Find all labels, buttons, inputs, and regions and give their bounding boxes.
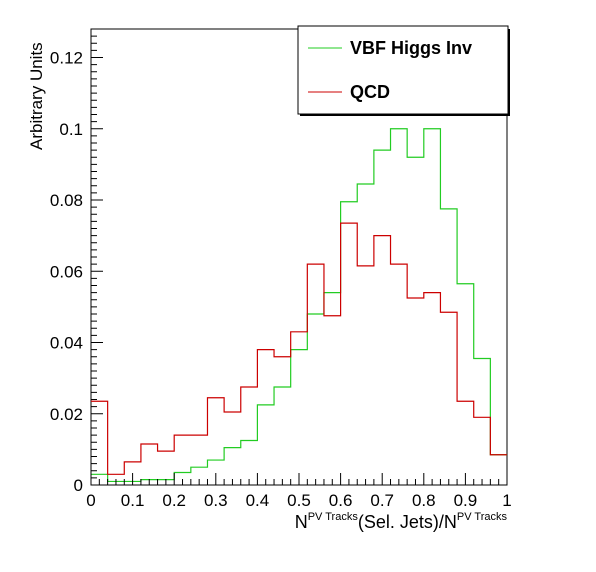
y-tick-label: 0.1 — [59, 120, 83, 139]
x-tick-label: 1 — [502, 491, 511, 510]
x-tick-label: 0.2 — [162, 491, 186, 510]
y-tick-label: 0.12 — [50, 49, 83, 68]
x-tick-label: 0.4 — [246, 491, 270, 510]
x-tick-label: 0.9 — [454, 491, 478, 510]
series-vbf-higgs-inv — [91, 128, 507, 483]
y-tick-label: 0.02 — [50, 405, 83, 424]
x-tick-label: 0.5 — [287, 491, 311, 510]
x-axis-label-part: N — [295, 512, 308, 532]
y-tick-label: 0.04 — [50, 334, 83, 353]
y-tick-label: 0 — [74, 476, 83, 495]
y-axis-label: Arbitrary Units — [27, 42, 46, 150]
x-axis-label-part: (Sel. Jets)/N — [358, 512, 457, 532]
axes-layer: 0 0.1 0.2 0.3 0.4 0.5 0.6 0.7 0.8 0.9 1 0 0.02 0.04 0.… — [50, 28, 512, 510]
y-tick-label: 0.06 — [50, 262, 83, 281]
legend-label-qcd: QCD — [350, 82, 390, 102]
legend: VBF Higgs Inv QCD — [297, 25, 510, 116]
legend-shadow-bottom — [300, 114, 510, 116]
x-axis-label: NPV Tracks(Sel. Jets)/NPV Tracks — [295, 511, 508, 532]
x-tick-label: 0.3 — [204, 491, 228, 510]
x-tick-label: 0 — [86, 491, 95, 510]
x-tick-label: 0.8 — [412, 491, 436, 510]
x-axis-label-superscript: PV Tracks — [308, 511, 359, 523]
legend-box — [297, 25, 509, 115]
legend-label-vbf: VBF Higgs Inv — [350, 38, 472, 58]
series-qcd — [91, 222, 507, 475]
x-axis-label-superscript: PV Tracks — [457, 511, 508, 523]
x-tick-label: 0.7 — [370, 491, 394, 510]
x-tick-label: 0.6 — [329, 491, 353, 510]
legend-shadow-right — [508, 29, 510, 116]
series-layer — [91, 128, 507, 483]
y-tick-label: 0.08 — [50, 191, 83, 210]
x-tick-label: 0.1 — [121, 491, 145, 510]
